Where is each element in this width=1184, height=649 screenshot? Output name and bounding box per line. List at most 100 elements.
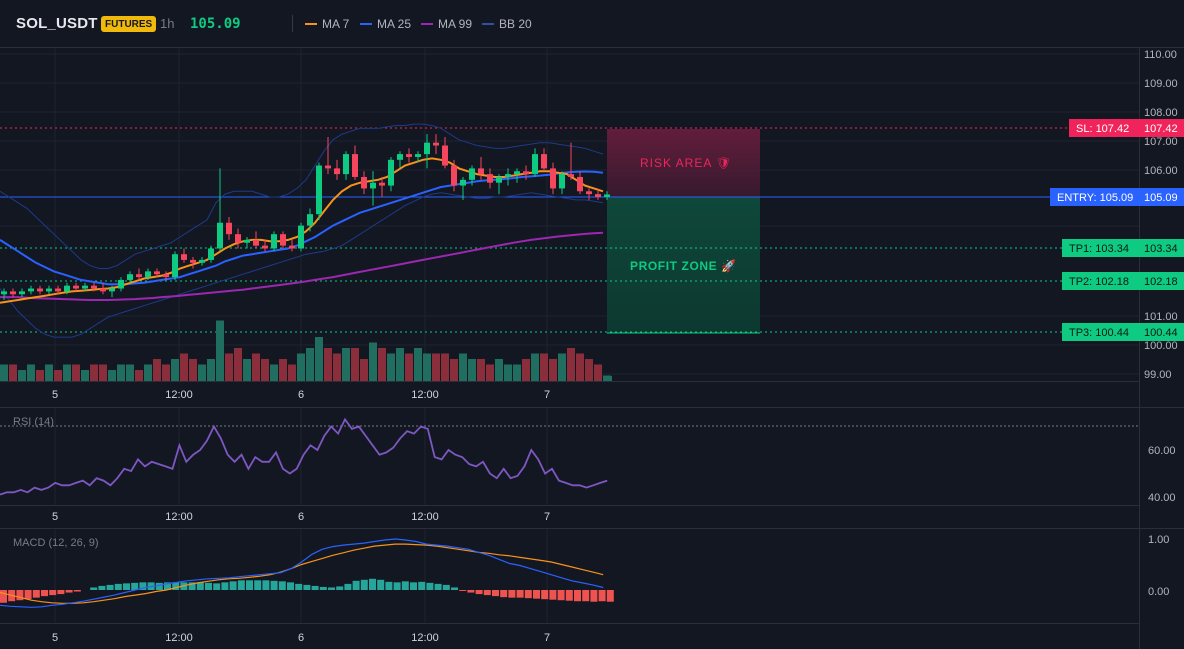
- macd-tick-0: 0.00: [1148, 586, 1169, 598]
- volume-bar-56: [504, 364, 512, 381]
- bb-lower-band: [0, 192, 604, 338]
- macd-hist-bar-26: [213, 583, 221, 590]
- rsi-line: [0, 417, 608, 496]
- volume-bar-20: [180, 353, 188, 381]
- volume-bar-21: [189, 359, 197, 381]
- tp1-tag: TP1: 103.34 103.34: [1062, 239, 1184, 257]
- macd-hist-bar-9: [73, 590, 81, 592]
- volume-bar-43: [387, 353, 395, 381]
- macd-hist-bar-27: [221, 582, 229, 590]
- risk-area-zone[interactable]: [607, 129, 760, 197]
- volume-bar-61: [549, 359, 557, 381]
- volume-bar-41: [369, 342, 377, 381]
- candle-body-25: [226, 222, 232, 235]
- timeframe-selector[interactable]: 1h: [160, 16, 175, 31]
- profit-zone[interactable]: [607, 197, 760, 333]
- candle-body-38: [343, 154, 349, 175]
- macd-hist-bar-63: [516, 590, 524, 598]
- volume-bar-64: [576, 353, 584, 381]
- candle-body-15: [136, 274, 142, 278]
- ma99-line: [0, 231, 604, 301]
- macd-hist-bar-41: [336, 586, 344, 590]
- candle-body-19: [172, 254, 178, 278]
- volume-bar-2: [18, 370, 26, 381]
- candle-body-41: [370, 182, 376, 189]
- candle-body-21: [190, 259, 196, 263]
- candle-body-2: [19, 291, 25, 295]
- candle-body-29: [262, 245, 268, 249]
- price-tick-1: 109.00: [1144, 78, 1178, 90]
- volume-bar-32: [288, 364, 296, 381]
- time-label-0-4: 7: [544, 389, 550, 401]
- legend-ma99[interactable]: MA 99: [421, 0, 472, 47]
- volume-bar-16: [144, 364, 152, 381]
- macd-hist-bar-71: [582, 590, 590, 602]
- macd-hist-bar-30: [246, 580, 253, 590]
- candle-body-63: [568, 174, 574, 177]
- price-axis-divider: [1139, 48, 1140, 649]
- candle-body-49: [442, 145, 448, 166]
- volume-bar-6: [54, 370, 62, 381]
- candle-body-52: [469, 168, 475, 180]
- ma99-swatch: [421, 22, 433, 25]
- last-price: 105.09: [190, 15, 241, 32]
- macd-hist-bar-16: [131, 582, 139, 590]
- grid: [0, 48, 1139, 623]
- candle-body-36: [325, 165, 331, 169]
- macd-hist-bar-29: [237, 580, 245, 590]
- price-pane-bottom-border: [0, 381, 1139, 382]
- legend-ma7[interactable]: MA 7: [305, 0, 349, 47]
- candle-body-55: [496, 176, 502, 183]
- candle-body-57: [514, 171, 520, 175]
- volume-bar-10: [90, 364, 98, 381]
- candle-body-33: [298, 225, 304, 249]
- macd-hist-bar-51: [418, 581, 426, 590]
- candle-body-14: [127, 274, 133, 280]
- candle-body-31: [280, 234, 286, 246]
- volume-bar-55: [495, 359, 503, 381]
- macd-hist-bar-35: [287, 582, 294, 590]
- price-tick-8: 99.00: [1144, 369, 1172, 381]
- sl-tag-label: SL: 107.42: [1076, 123, 1129, 135]
- macd-hist-bar-68: [557, 590, 565, 601]
- volume-bar-22: [198, 364, 206, 381]
- candle-body-58: [523, 171, 529, 175]
- candle-body-60: [541, 154, 547, 169]
- candle-body-51: [460, 179, 466, 186]
- macd-hist-bar-11: [90, 587, 98, 590]
- macd-hist-bar-70: [574, 590, 581, 602]
- candle-body-27: [244, 239, 250, 243]
- symbol-name[interactable]: SOL_USDT: [16, 15, 98, 32]
- sl-tag: SL: 107.42 107.42: [1069, 119, 1184, 137]
- macd-hist-bar-57: [467, 590, 475, 593]
- macd-tick-1: 1.00: [1148, 534, 1169, 546]
- volume-bar-19: [171, 359, 179, 381]
- macd-histogram: [0, 578, 614, 603]
- volume-bar-28: [252, 353, 260, 381]
- candle-body-28: [253, 239, 259, 246]
- tp1-tag-label: TP1: 103.34: [1069, 243, 1129, 255]
- macd-hist-bar-61: [500, 590, 508, 598]
- candle-body-10: [91, 285, 97, 289]
- legend-ma25-label: MA 25: [377, 16, 412, 31]
- macd-hist-bar-74: [606, 590, 614, 602]
- macd-hist-bar-17: [139, 582, 147, 590]
- entry-tag: ENTRY: 105.09 105.09: [1050, 188, 1184, 206]
- macd-hist-bar-25: [205, 582, 212, 590]
- rsi-tick-60: 60.00: [1148, 445, 1176, 457]
- time-label-2-1: 12:00: [165, 632, 193, 644]
- price-tick-4: 106.00: [1144, 165, 1178, 177]
- volume-bar-35: [315, 337, 323, 381]
- tp3-tag: TP3: 100.44 100.44: [1062, 323, 1184, 341]
- tp3-tag-value: 100.44: [1144, 327, 1178, 339]
- candle-body-22: [199, 259, 205, 263]
- volume-bar-5: [45, 364, 53, 381]
- legend-ma25[interactable]: MA 25: [360, 0, 411, 47]
- chart-header: SOL_USDT FUTURES 1h 105.09 MA 7 MA 25 MA…: [0, 0, 1184, 48]
- legend-bb20[interactable]: BB 20: [482, 0, 532, 47]
- price-tick-0: 110.00: [1144, 49, 1177, 61]
- volume-bar-50: [450, 359, 458, 381]
- time-label-2-2: 6: [298, 632, 304, 644]
- macd-hist-bar-31: [254, 580, 262, 590]
